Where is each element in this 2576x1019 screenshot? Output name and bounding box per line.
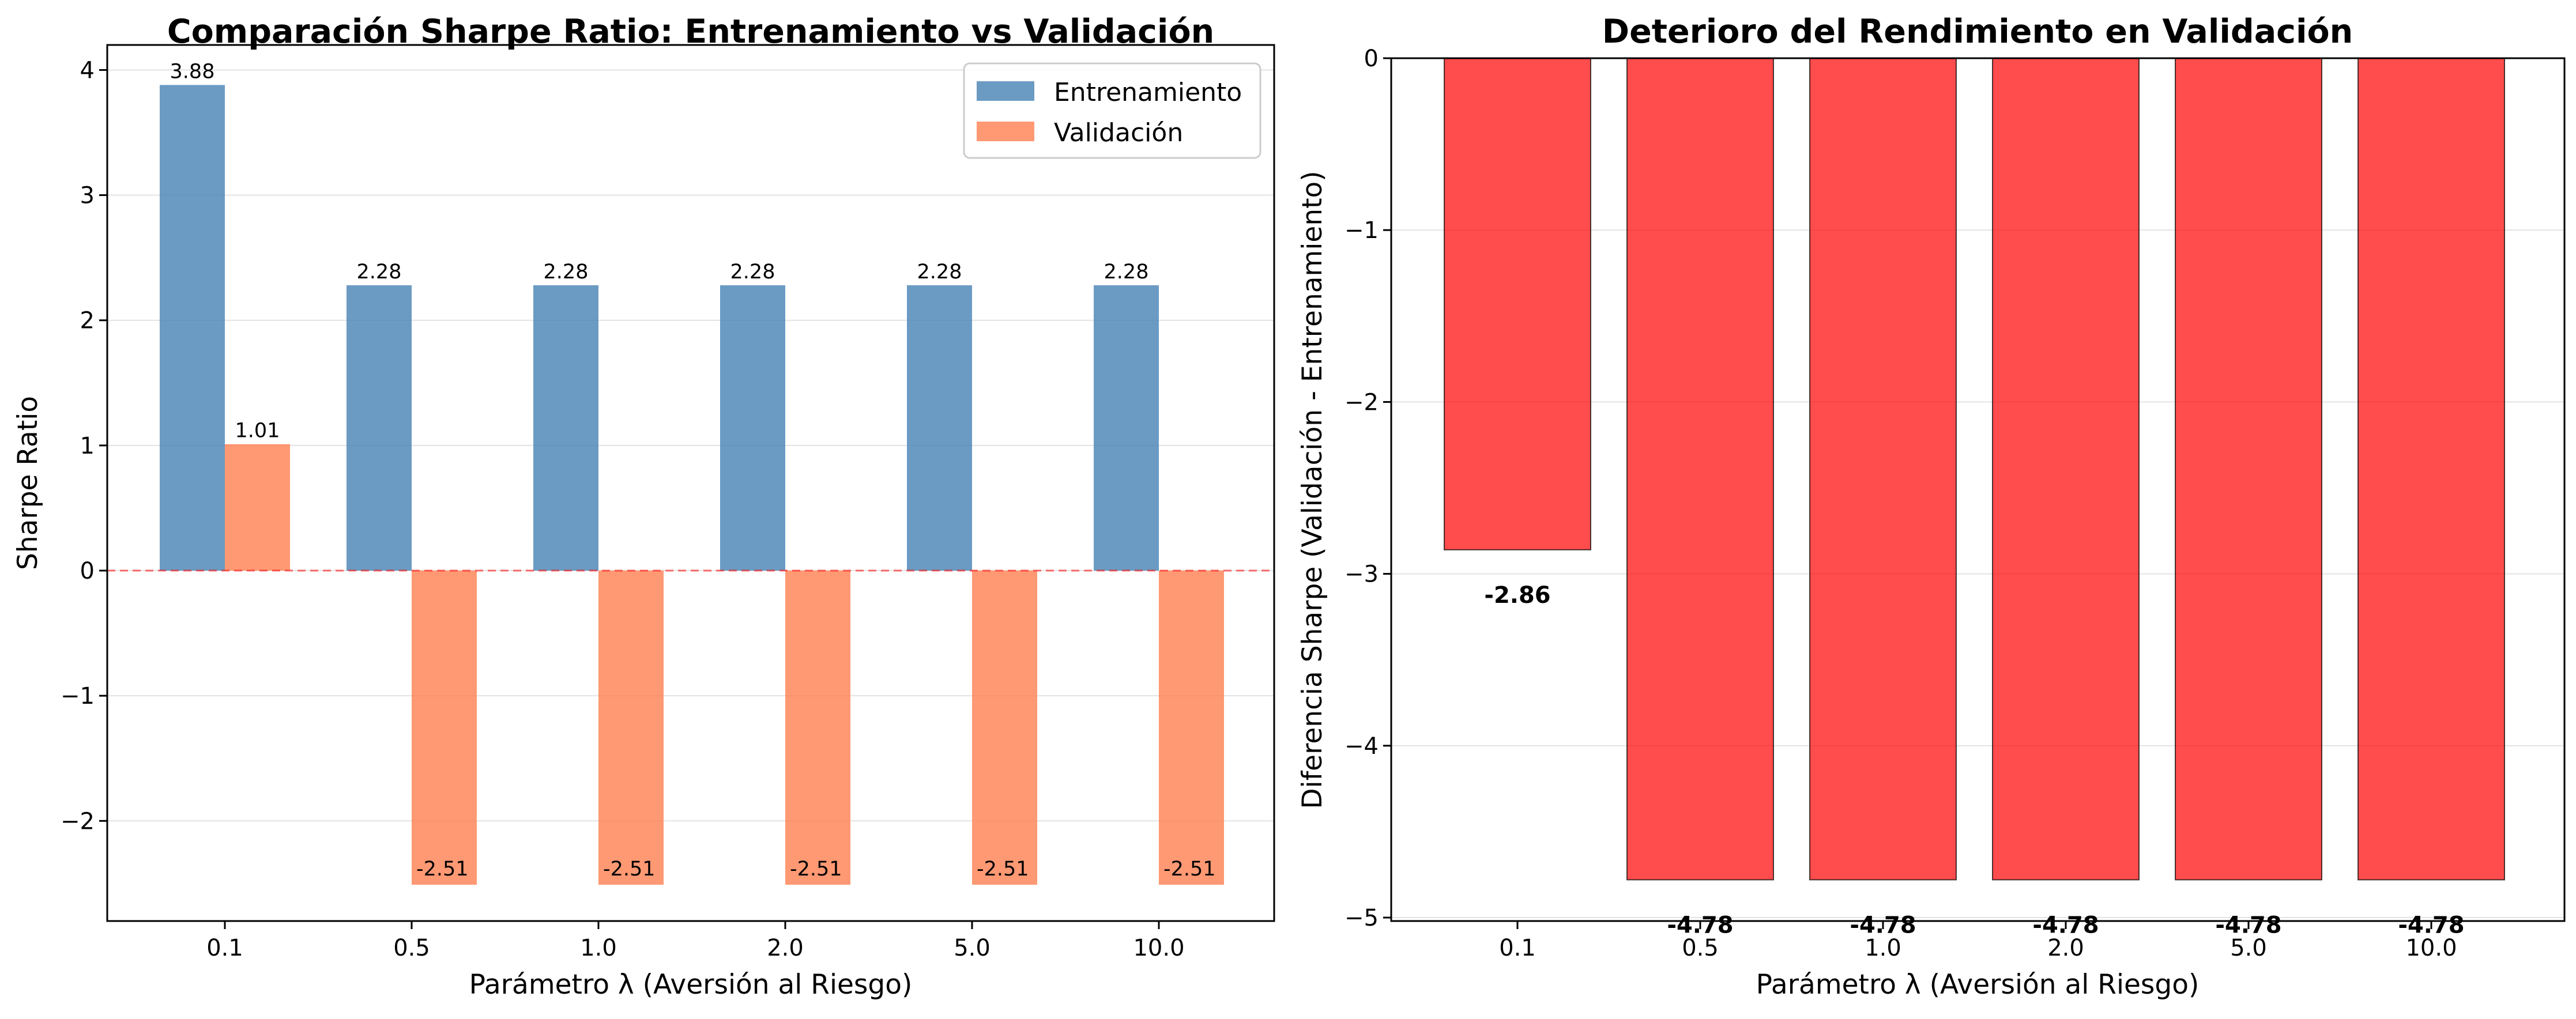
left-bar-validacion: [598, 571, 664, 885]
left-x-tick-label: 0.5: [393, 935, 430, 961]
left-data-label: -2.51: [977, 858, 1029, 881]
legend-box: [963, 62, 1261, 159]
right-x-axis-label: Parámetro λ (Aversión al Riesgo): [1756, 969, 2200, 1001]
left-plot-frame: [106, 44, 1275, 922]
left-bar-entrenamiento: [907, 285, 972, 571]
legend-label-entrenamiento: Entrenamiento: [1054, 78, 1242, 107]
chart-right: -2.86-4.78 -4.78 -4.78 -4.78 -4.78 −5−4−3−2−…: [1297, 13, 2566, 1001]
left-bar-validacion: [412, 571, 477, 885]
left-bar-validacion: [225, 444, 290, 571]
right-x-tick-label: 2.0: [2047, 935, 2084, 961]
right-y-ticks: −5 −4 −3 −2 −1 0: [1345, 46, 1391, 931]
left-data-label: 2.28: [544, 261, 589, 284]
right-y-tick-label: 0: [1364, 46, 1379, 72]
left-data-label: 2.28: [357, 261, 402, 284]
right-bar: [1992, 58, 2140, 881]
left-y-tick-label: −2: [61, 808, 95, 835]
legend-label-validacion: Validación: [1054, 118, 1183, 148]
left-y-tick-label: −1: [61, 683, 95, 709]
right-bar: [1444, 58, 1591, 550]
left-bar-entrenamiento: [347, 285, 412, 571]
right-data-label: -2.86: [1484, 582, 1550, 609]
left-x-tick-label: 0.1: [206, 935, 243, 961]
left-data-label: 2.28: [917, 261, 962, 284]
legend-swatch-validacion: [977, 122, 1034, 141]
right-x-tick-label: 5.0: [2230, 935, 2267, 961]
left-bar-validacion: [1159, 571, 1224, 885]
right-chart-title: Deterioro del Rendimiento en Validación: [1602, 13, 2353, 51]
left-bars: [160, 85, 1224, 885]
right-y-tick-label: −1: [1345, 217, 1379, 244]
right-x-tick-label: 1.0: [1865, 935, 1901, 961]
right-y-axis-label: Diferencia Sharpe (Validación - Entrenam…: [1297, 171, 1328, 809]
left-x-ticks: 0.1 0.5 1.0 2.0 5.0 10.0: [206, 921, 1185, 961]
left-x-tick-label: 2.0: [767, 935, 804, 961]
left-data-label: 1.01: [235, 420, 280, 443]
right-x-tick-label: 0.1: [1499, 935, 1536, 961]
left-bar-entrenamiento: [160, 85, 225, 571]
left-bar-entrenamiento: [1094, 285, 1159, 571]
left-y-tick-label: 2: [80, 308, 95, 334]
left-data-label: -2.51: [603, 858, 656, 881]
legend: Entrenamiento Validación: [963, 62, 1261, 159]
left-x-tick-label: 5.0: [954, 935, 991, 961]
right-y-tick-label: −5: [1345, 905, 1379, 931]
right-bar: [2357, 58, 2505, 881]
right-x-tick-label: 10.0: [2405, 935, 2457, 961]
left-y-tick-label: 1: [80, 433, 95, 459]
right-plot-frame: [1390, 57, 2566, 922]
left-data-labels: 3.88 2.28 2.28 2.28 2.28 2.28 1.01 -2.51 -2.51 -2…: [170, 60, 1216, 881]
right-x-ticks: 0.1 0.5 1.0 2.0 5.0 10.0: [1499, 921, 2457, 961]
left-bar-validacion: [785, 571, 850, 885]
right-bar: [1809, 58, 1957, 881]
right-y-tick-label: −2: [1345, 389, 1379, 416]
left-y-ticks: −2 −1 0 1 2 3 4: [61, 57, 107, 835]
left-x-tick-label: 1.0: [580, 935, 617, 961]
left-data-label: -2.51: [1163, 858, 1216, 881]
left-y-tick-label: 0: [80, 558, 95, 584]
right-y-tick-label: −3: [1345, 561, 1379, 588]
left-y-axis-label: Sharpe Ratio: [12, 396, 44, 570]
left-chart-title: Comparación Sharpe Ratio: Entrenamiento …: [167, 13, 1214, 51]
left-x-axis-label: Parámetro λ (Aversión al Riesgo): [469, 969, 913, 1001]
left-data-label: 2.28: [1104, 261, 1149, 284]
right-x-tick-label: 0.5: [1682, 935, 1719, 961]
right-y-tick-label: −4: [1345, 733, 1379, 760]
right-bars: [1444, 58, 2505, 881]
left-bar-entrenamiento: [720, 285, 785, 571]
left-bar-entrenamiento: [533, 285, 598, 571]
left-y-tick-label: 4: [80, 57, 95, 84]
left-y-tick-label: 3: [80, 183, 95, 209]
left-data-label: 2.28: [730, 261, 775, 284]
right-bar: [1626, 58, 1774, 881]
left-bar-validacion: [972, 571, 1037, 885]
left-x-tick-label: 10.0: [1133, 935, 1184, 961]
right-bar: [2175, 58, 2322, 881]
chart-left: 3.882.28 2.28 2.28 2.28 2.281.01-2.51 -2.51 -2…: [12, 13, 1275, 1001]
left-data-label: -2.51: [790, 858, 842, 881]
left-data-label: 3.88: [170, 60, 215, 83]
left-data-label: -2.51: [416, 858, 469, 881]
legend-swatch-entrenamiento: [977, 81, 1034, 101]
